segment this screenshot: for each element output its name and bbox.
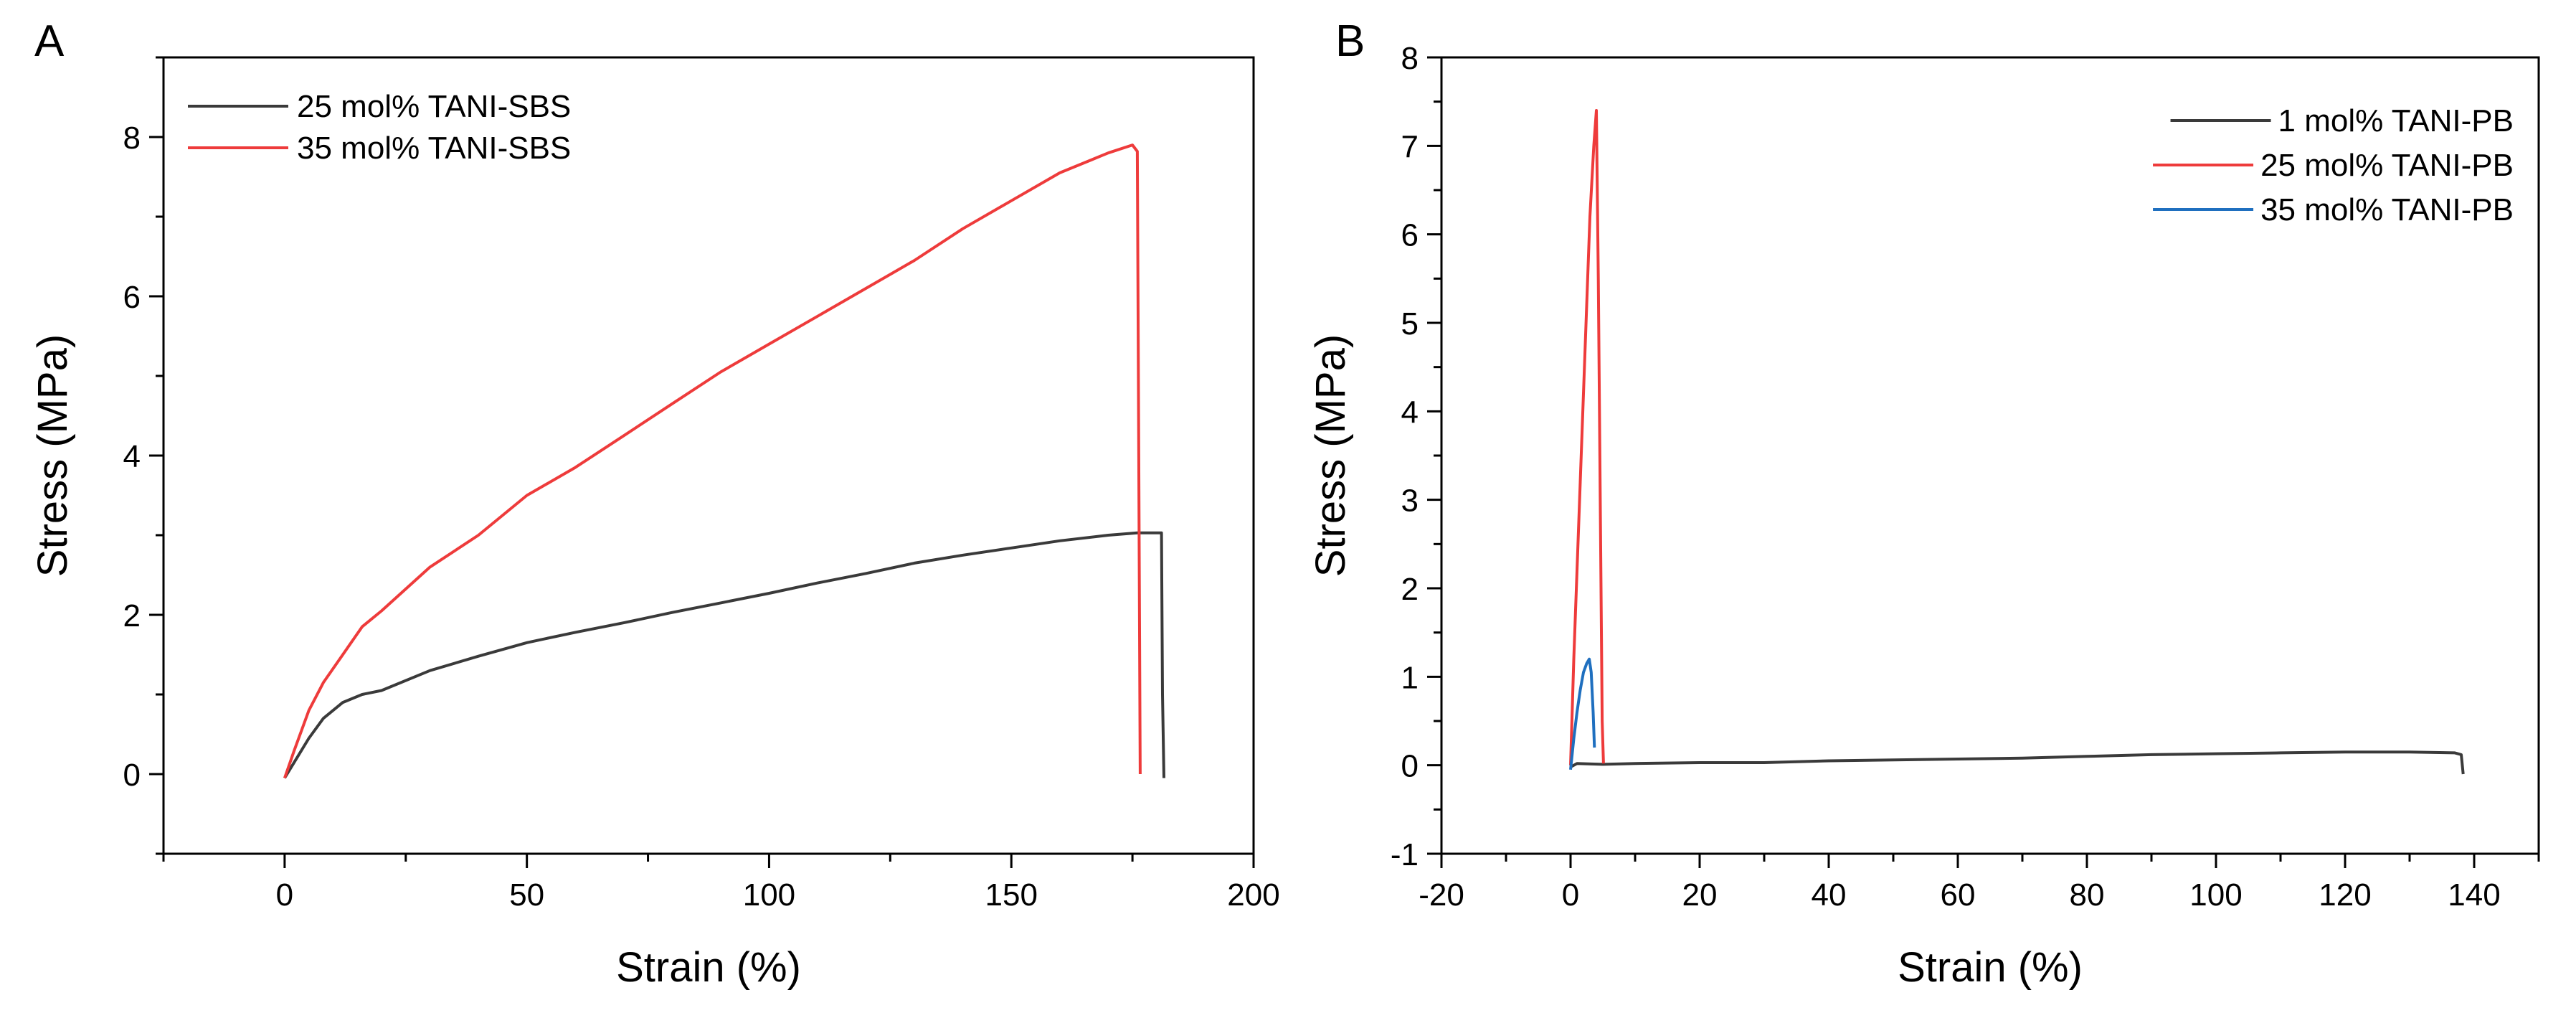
panel-a-y-tick-label: 6 [123, 280, 141, 315]
panel-b-x-tick-label: 40 [1812, 877, 1847, 913]
panel-b-x-axis-label: Strain (%) [1898, 944, 2083, 991]
panel-b-y-tick-label: 8 [1401, 41, 1419, 76]
panel-a-x-tick-label: 100 [743, 877, 795, 913]
panel-b-legend-label-2: 25 mol% TANI-PB [2260, 148, 2514, 183]
panel-a-legend-label-2: 35 mol% TANI-SBS [297, 131, 571, 166]
panel-a-legend-label-1: 25 mol% TANI-SBS [297, 89, 571, 124]
panel-a-y-tick-label: 2 [123, 598, 141, 633]
panel-b-x-tick-label: 0 [1562, 877, 1579, 913]
panel-a-x-axis-label: Strain (%) [616, 944, 801, 991]
panel-b-y-tick-label: 6 [1401, 218, 1419, 253]
panel-a-plot-frame [162, 56, 1255, 855]
panel-a-y-tick-label: 4 [123, 439, 141, 474]
panel-b-y-tick-label: 1 [1401, 660, 1419, 695]
panel-b-series-line-1 [1570, 750, 2465, 775]
panel-b-y-tick-label: 3 [1401, 484, 1419, 519]
panel-b-chart: -20 0 20 40 60 80 100 120 140 -1 0 1 2 3 4 5 6 7 8 Strain (… [1307, 41, 2540, 991]
panel-b-x-tick-label: 20 [1682, 877, 1718, 913]
panel-b-x-tick-label: 80 [2070, 877, 2105, 913]
panel-b-y-tick-label: 0 [1401, 749, 1419, 784]
panel-a-x-tick-label: 150 [985, 877, 1038, 913]
panel-b-y-tick-label: -1 [1391, 837, 1419, 872]
panel-a-x-tick-label: 0 [276, 877, 293, 913]
panel-b-x-tick-label: 100 [2189, 877, 2242, 913]
panel-a-y-tick-label: 0 [123, 758, 141, 793]
panel-a-x-tick-label: 200 [1227, 877, 1279, 913]
panel-b-series-line-2 [1569, 109, 1605, 765]
panel-a-series-line-2 [283, 143, 1142, 779]
panel-b-y-tick-label: 4 [1401, 395, 1419, 430]
panel-b-y-axis-label: Stress (MPa) [1307, 334, 1354, 577]
panel-a-series-line-1 [283, 531, 1165, 779]
panel-b-y-tick-label: 2 [1401, 572, 1419, 607]
panel-letter-a: A [34, 17, 65, 66]
panel-b-legend: 1 mol% TANI-PB 25 mol% TANI-PB 35 mol% TAN… [2153, 103, 2514, 227]
panel-b-series-line-3 [1569, 657, 1596, 771]
panel-b-legend-label-1: 1 mol% TANI-PB [2278, 103, 2514, 138]
panel-a-y-axis-label: Stress (MPa) [29, 334, 76, 577]
panel-b-x-tick-label: -20 [1419, 877, 1464, 913]
panel-a-y-tick-label: 8 [123, 121, 141, 156]
panel-letter-b: B [1335, 17, 1365, 66]
panel-a-x-tick-label: 50 [509, 877, 544, 913]
panel-b-x-tick-label: 140 [2448, 877, 2500, 913]
panel-b-x-tick-label: 120 [2319, 877, 2371, 913]
panel-b-y-tick-label: 7 [1401, 129, 1419, 164]
panel-a-chart: 0 50 100 150 200 0 2 4 6 8 Strain (%) Stress (MPa) 2… [29, 56, 1280, 991]
panel-b-x-tick-label: 60 [1941, 877, 1976, 913]
panel-b-y-tick-label: 5 [1401, 306, 1419, 341]
panel-a-legend: 25 mol% TANI-SBS 35 mol% TANI-SBS [188, 89, 571, 166]
panel-b-legend-label-3: 35 mol% TANI-PB [2260, 192, 2514, 227]
